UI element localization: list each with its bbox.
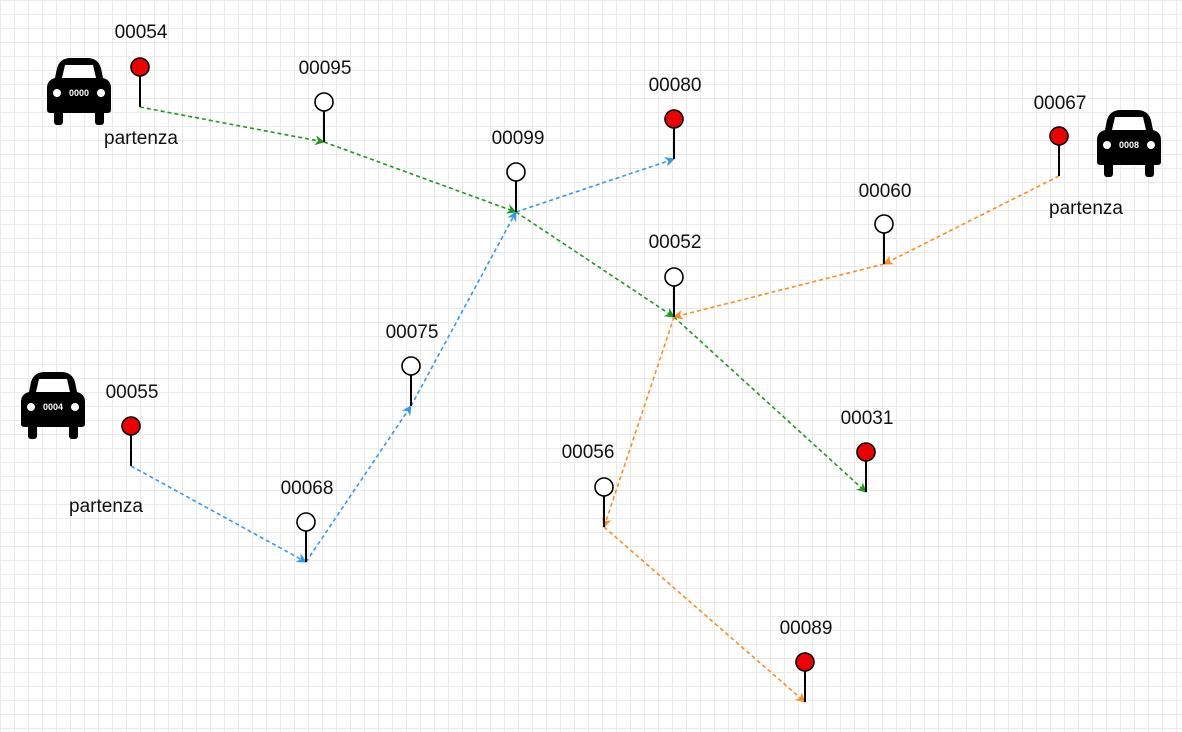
route-nodes: 00054 00095 00099 00080 00067 00060 00052 00075… [106,22,1087,702]
route-edge [323,141,517,214]
waypoint-pin: 00056 [562,442,615,527]
node-label: 00067 [1034,93,1087,114]
route-edge [410,211,517,407]
route-edge [603,526,806,703]
node-label: 00099 [492,128,545,149]
node-label: 00052 [649,232,702,253]
license-plate: 0004 [43,402,63,412]
endpoint-pin: 00055 [106,382,159,466]
route-edge [602,316,675,528]
car-icon: 0004 [21,372,85,439]
waypoint-pin: 00075 [386,322,439,406]
route-edge [515,211,675,318]
route-edge [139,106,325,146]
endpoint-pin: 00089 [780,618,833,702]
node-label: 00068 [281,478,334,499]
node-label: 00060 [859,181,912,202]
car-icon: 0000 [47,58,111,125]
car-icon: 0008 [1097,110,1161,177]
waypoint-pin: 00095 [299,58,352,142]
node-label: 00095 [299,58,352,79]
license-plate: 0008 [1119,140,1139,150]
route-edge [673,263,885,320]
node-label: 00080 [649,75,702,96]
waypoint-pin: 00052 [649,232,702,317]
waypoint-pin: 00099 [492,128,545,212]
route-edge [305,405,412,563]
route-edges [130,106,1060,703]
endpoint-pin: 00067 [1034,93,1087,176]
route-edge [515,157,675,213]
route-edge [130,465,307,563]
waypoint-pin: 00060 [859,181,912,264]
endpoint-pin: 00080 [649,75,702,159]
license-plate: 0000 [69,88,89,98]
node-label: 00075 [386,322,439,343]
node-label: 00031 [841,408,894,429]
endpoint-pin: 00054 [115,22,168,107]
start-label: partenza [104,128,178,149]
node-label: 00054 [115,22,168,43]
start-label: partenza [1049,198,1123,219]
start-label: partenza [69,496,143,517]
node-label: 00055 [106,382,159,403]
start-labels: partenza partenza partenza [69,128,1123,517]
waypoint-pin: 00068 [281,478,334,562]
route-edge [883,175,1060,265]
endpoint-pin: 00031 [841,408,894,492]
node-label: 00056 [562,442,615,463]
vehicles: 0000 0008 0004 [21,58,1161,439]
route-edge [673,316,867,493]
node-label: 00089 [780,618,833,639]
